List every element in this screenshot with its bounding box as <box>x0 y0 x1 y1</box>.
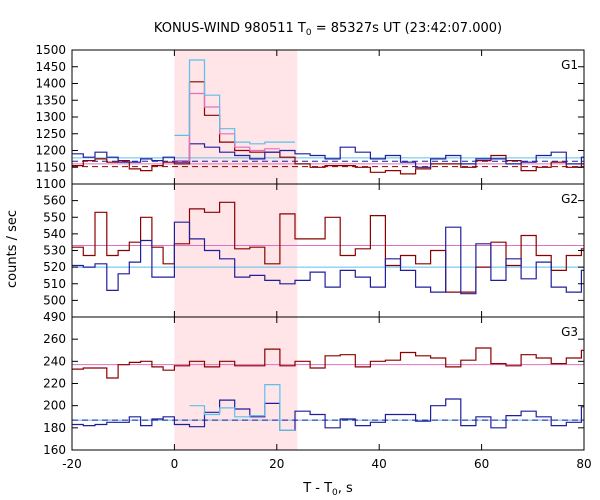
panel-label-g3: G3 <box>561 325 578 339</box>
panel-label-g2: G2 <box>561 192 578 206</box>
frame-layer <box>71 49 585 451</box>
series-g1-dark_blue <box>72 143 584 168</box>
y-tick-label: 1400 <box>35 77 66 91</box>
y-tick-label: 260 <box>43 332 66 346</box>
y-tick-label: 1150 <box>35 160 66 174</box>
highlight-interval <box>174 50 298 450</box>
y-tick-label: 240 <box>43 354 66 368</box>
x-tick-label: 60 <box>474 457 489 471</box>
x-tick-label: 0 <box>171 457 179 471</box>
series-g1-cyan <box>174 59 295 145</box>
y-tick-label: 500 <box>43 293 66 307</box>
panel-g2-frame <box>71 183 585 318</box>
panel-label-g1: G1 <box>561 58 578 72</box>
x-tick-label: -20 <box>62 457 82 471</box>
x-tick-label: 80 <box>576 457 591 471</box>
y-tick-label: 180 <box>43 421 66 435</box>
y-tick-label: 1300 <box>35 110 66 124</box>
y-tick-label: 1450 <box>35 60 66 74</box>
panel-g2-data <box>72 201 584 295</box>
label-layer: KONUS-WIND 980511 T0 = 85327s UT (23:42:… <box>5 21 592 498</box>
panel-g1-data <box>72 59 584 175</box>
series-g2-dark_red <box>72 201 584 293</box>
y-tick-label: 160 <box>43 443 66 457</box>
y-tick-label: 490 <box>43 310 66 324</box>
y-tick-label: 1350 <box>35 93 66 107</box>
series-g2-dark_blue <box>72 221 584 295</box>
y-tick-label: 560 <box>43 194 66 208</box>
series-g1-dark_red <box>72 81 584 175</box>
data-layer <box>72 59 584 431</box>
y-tick-label: 1500 <box>35 43 66 57</box>
y-tick-label: 1100 <box>35 177 66 191</box>
y-tick-label: 510 <box>43 277 66 291</box>
y-tick-label: 1250 <box>35 127 66 141</box>
series-g1-pink <box>174 92 280 162</box>
y-tick-label: 1200 <box>35 144 66 158</box>
x-axis-label: T - T0, s <box>302 481 353 498</box>
y-axis-label: counts / sec <box>5 210 20 288</box>
y-tick-label: 530 <box>43 244 66 258</box>
y-tick-label: 220 <box>43 377 66 391</box>
panel-g3-data <box>72 347 584 431</box>
series-g3-cyan <box>189 384 295 431</box>
panel-g3-frame <box>71 316 585 451</box>
x-tick-label: 40 <box>372 457 387 471</box>
background-layer <box>174 50 298 450</box>
series-g3-dark_blue <box>72 398 584 431</box>
chart-title: KONUS-WIND 980511 T0 = 85327s UT (23:42:… <box>154 21 502 38</box>
y-tick-label: 540 <box>43 227 66 241</box>
x-tick-label: 20 <box>269 457 284 471</box>
y-tick-label: 200 <box>43 399 66 413</box>
y-tick-label: 520 <box>43 260 66 274</box>
series-g3-dark_red <box>72 347 584 379</box>
y-tick-label: 550 <box>43 210 66 224</box>
